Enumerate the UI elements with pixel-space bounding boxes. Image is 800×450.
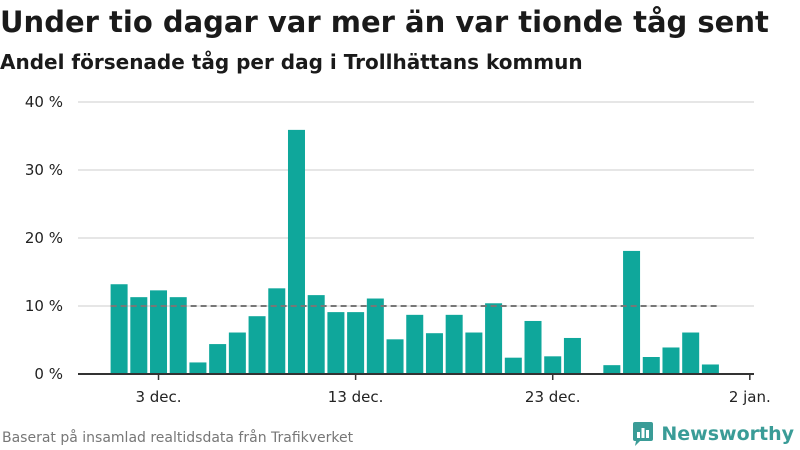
- bar: 13 dec.: 9.1 %: [347, 312, 365, 374]
- bar: 22 dec.: 7.8 %: [524, 320, 542, 374]
- bar: 2 dec.: 11.3 %: [130, 297, 148, 374]
- y-tick-label: 10 %: [25, 297, 63, 315]
- bar: 17 dec.: 6 %: [425, 333, 443, 374]
- x-tick-label: 2 jan.: [729, 388, 771, 406]
- brand-logo: Newsworthy: [631, 420, 794, 448]
- bar: 11 dec.: 11.6 %: [307, 295, 325, 374]
- y-tick-label: 20 %: [25, 229, 63, 247]
- y-tick-label: 30 %: [25, 161, 63, 179]
- bar: 1 dec.: 13.2 %: [110, 284, 128, 374]
- bar: 24 dec.: 5.3 %: [563, 337, 581, 374]
- bar: 16 dec.: 8.7 %: [406, 314, 424, 374]
- bar: 18 dec.: 8.7 %: [445, 314, 463, 374]
- bar: 30 dec.: 6.1 %: [682, 332, 700, 374]
- bar: 15 dec.: 5.1 %: [386, 339, 404, 374]
- chart-subtitle: Andel försenade tåg per dag i Trollhätta…: [0, 50, 583, 74]
- x-tick-label: 3 dec.: [135, 388, 181, 406]
- bar: 6 dec.: 4.4 %: [209, 344, 227, 374]
- bar: 28 dec.: 2.5 %: [642, 357, 660, 374]
- brand-name: Newsworthy: [661, 423, 794, 445]
- bar: 12 dec.: 9.1 %: [327, 312, 345, 374]
- bar: 3 dec.: 12.3 %: [150, 290, 168, 374]
- source-note: Baserat på insamlad realtidsdata från Tr…: [2, 430, 354, 446]
- bar-chart-logo-icon: [633, 422, 654, 446]
- bar: 5 dec.: 1.7 %: [189, 362, 207, 374]
- bar: 8 dec.: 8.5 %: [248, 316, 266, 374]
- bar: 20 dec.: 10.4 %: [485, 303, 503, 374]
- chart-title: Under tio dagar var mer än var tionde tå…: [0, 5, 769, 39]
- bar: 14 dec.: 11.1 %: [366, 298, 384, 374]
- bar: 23 dec.: 2.6 %: [544, 356, 562, 374]
- x-tick-label: 23 dec.: [525, 388, 581, 406]
- bar: 29 dec.: 3.9 %: [662, 347, 680, 374]
- bar-chart: 0 % 10 % 20 % 30 % 40 % 1 dec.: 13.2 %2 dec.:…: [25, 93, 771, 406]
- y-tick-label: 40 %: [25, 93, 63, 111]
- bar: 4 dec.: 11.3 %: [169, 297, 187, 374]
- y-tick-label: 0 %: [34, 365, 63, 383]
- bar: 10 dec.: 35.9 %: [287, 129, 305, 374]
- bar: 31 dec.: 1.4 %: [701, 364, 719, 374]
- bar: 21 dec.: 2.4 %: [504, 357, 522, 374]
- bar: 19 dec.: 6.1 %: [465, 332, 483, 374]
- bar: 7 dec.: 6.1 %: [228, 332, 246, 374]
- x-tick-label: 13 dec.: [328, 388, 384, 406]
- bar: 26 dec.: 1.3 %: [603, 365, 621, 374]
- bar: 9 dec.: 12.6 %: [268, 288, 286, 374]
- bar: 27 dec.: 18.1 %: [623, 250, 641, 374]
